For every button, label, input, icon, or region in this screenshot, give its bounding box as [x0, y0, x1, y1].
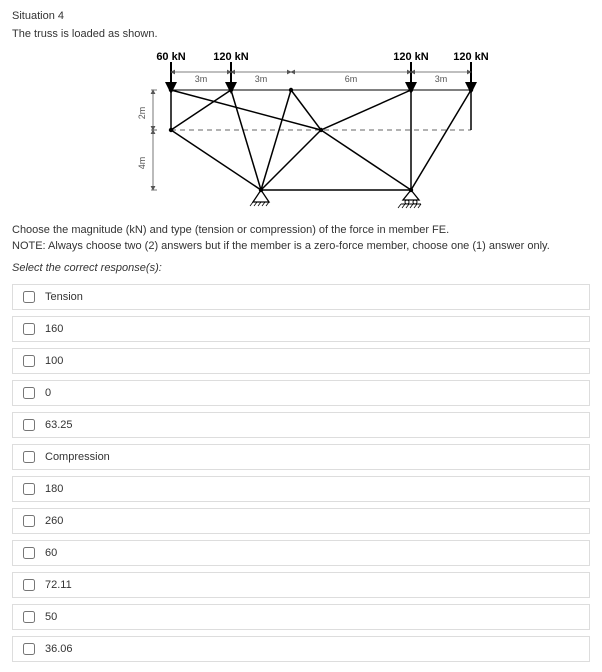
option-checkbox[interactable]	[23, 483, 35, 495]
option-label: 0	[45, 387, 51, 399]
svg-text:4m: 4m	[137, 157, 147, 170]
options-list: Tension 160 100 0 63.25 Compression 180 260 60 72…	[12, 284, 590, 662]
svg-text:120 kN: 120 kN	[453, 51, 489, 63]
option-row[interactable]: 72.11	[12, 572, 590, 598]
option-row[interactable]: 60	[12, 540, 590, 566]
option-label: 36.06	[45, 643, 73, 655]
option-label: 100	[45, 355, 63, 367]
option-checkbox[interactable]	[23, 419, 35, 431]
option-row[interactable]: 50	[12, 604, 590, 630]
question-note: NOTE: Always choose two (2) answers but …	[12, 240, 590, 252]
svg-text:120 kN: 120 kN	[213, 51, 249, 63]
option-row[interactable]: 160	[12, 316, 590, 342]
option-checkbox[interactable]	[23, 355, 35, 367]
option-checkbox[interactable]	[23, 643, 35, 655]
option-row[interactable]: Compression	[12, 444, 590, 470]
svg-text:3m: 3m	[195, 74, 208, 84]
option-checkbox[interactable]	[23, 611, 35, 623]
option-label: 72.11	[45, 579, 72, 591]
option-label: 60	[45, 547, 57, 559]
option-checkbox[interactable]	[23, 291, 35, 303]
select-label: Select the correct response(s):	[12, 262, 590, 274]
svg-text:60 kN: 60 kN	[156, 51, 185, 63]
option-label: 180	[45, 483, 63, 495]
option-row[interactable]: 36.06	[12, 636, 590, 662]
option-row[interactable]: Tension	[12, 284, 590, 310]
option-checkbox[interactable]	[23, 387, 35, 399]
option-row[interactable]: 180	[12, 476, 590, 502]
option-label: Compression	[45, 451, 110, 463]
option-row[interactable]: 0	[12, 380, 590, 406]
option-row[interactable]: 100	[12, 348, 590, 374]
option-row[interactable]: 63.25	[12, 412, 590, 438]
svg-text:120 kN: 120 kN	[393, 51, 429, 63]
option-label: 160	[45, 323, 63, 335]
option-label: 260	[45, 515, 63, 527]
option-label: Tension	[45, 291, 83, 303]
diagram-container: 60 kN 120 kN 120 kN 120 kN 3m 3m 6m 3m 2m 4m	[12, 50, 590, 210]
option-checkbox[interactable]	[23, 323, 35, 335]
question-instruction: Choose the magnitude (kN) and type (tens…	[12, 224, 590, 236]
truss-diagram: 60 kN 120 kN 120 kN 120 kN 3m 3m 6m 3m 2m 4m	[91, 50, 511, 210]
option-checkbox[interactable]	[23, 515, 35, 527]
option-label: 50	[45, 611, 57, 623]
option-checkbox[interactable]	[23, 451, 35, 463]
svg-text:3m: 3m	[435, 74, 448, 84]
situation-title: Situation 4	[12, 10, 590, 22]
prompt-text: The truss is loaded as shown.	[12, 28, 590, 40]
option-row[interactable]: 260	[12, 508, 590, 534]
option-checkbox[interactable]	[23, 547, 35, 559]
svg-text:2m: 2m	[137, 107, 147, 120]
svg-text:6m: 6m	[345, 74, 358, 84]
option-checkbox[interactable]	[23, 579, 35, 591]
svg-text:3m: 3m	[255, 74, 268, 84]
option-label: 63.25	[45, 419, 73, 431]
